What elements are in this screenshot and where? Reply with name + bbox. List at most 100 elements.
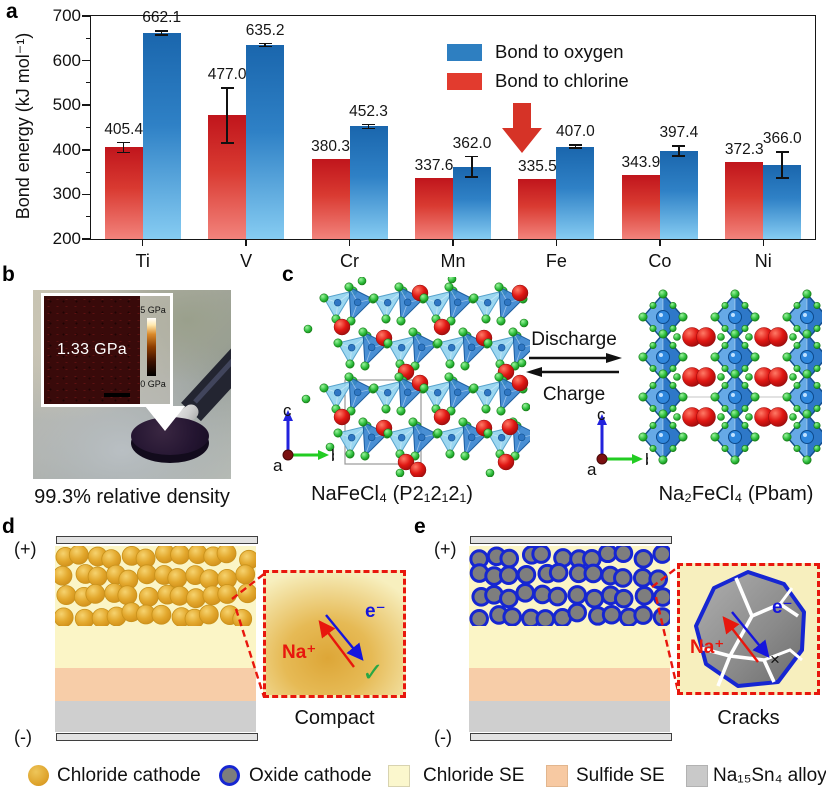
fe-atom-icon [333,388,342,397]
cl-atom-icon [481,314,491,324]
oxide-particle-icon [652,587,670,607]
oxide-particle-icon [652,546,670,564]
oxide-particle-icon [652,607,670,626]
x-tick-Cr [348,239,351,246]
cl-atom-icon [319,383,329,393]
cl-atom-icon [813,405,821,413]
cl-atom-icon [741,301,749,309]
cl-atom-icon [678,312,688,322]
a-axis-dot-icon [596,453,608,465]
oxide-particle-icon [648,569,669,589]
fe-atom-icon [728,350,742,364]
na-atom-icon [433,408,451,426]
value-label-Ni-chlorine: 372.3 [724,141,764,159]
cl-atom-icon [745,413,753,421]
cl-atom-icon [813,365,821,373]
positive-terminal-label: (+) [434,539,457,559]
na2fecl4-caption: Na₂FeCl₄ (Pbam) [658,483,814,505]
cl-atom-icon [721,405,729,413]
y-tick-label-200: 200 [52,229,81,248]
x-tick-Ni [762,239,765,246]
cl-atom-icon [396,406,406,416]
cl-atom-icon [710,432,720,442]
cl-atom-icon [383,428,393,438]
cl-atom-icon [469,383,479,393]
na-atom-icon [333,408,351,426]
oxide-particle-icon [613,588,634,609]
y-tick-label-300: 300 [52,184,81,204]
cl-atom-icon [649,382,657,390]
cl-atom-icon [408,327,418,337]
oxide-particle-icon [613,568,633,588]
cl-atom-icon [782,432,792,442]
cl-atom-icon [638,432,648,442]
cl-atom-icon [813,422,821,430]
legend-label-chloride-se: Chloride SE [423,765,525,786]
cl-atom-icon [750,392,760,402]
cl-atom-icon [789,333,797,341]
panel-d-caption: Compact [294,707,375,729]
bar-Mn-oxygen [452,166,491,239]
na-atom-icon [397,453,415,471]
na-atom-icon [409,461,427,477]
cl-atom-icon [730,455,740,465]
panel-a-label: a [6,0,18,23]
panel-d-label: d [2,515,15,538]
x-category-label-Co: Co [648,251,672,271]
cl-atom-icon [649,445,657,453]
cl-atom-icon [483,338,493,348]
panel-c-label: c [282,263,294,286]
cl-atom-icon [717,413,725,421]
cl-atom-icon [721,422,729,430]
cl-atom-icon [494,282,504,292]
figure-legend: Chloride cathode Oxide cathode Chloride … [0,758,826,793]
zoom-connector-lines [231,573,266,698]
cl-atom-icon [638,312,648,322]
y-minor-tick [85,37,91,39]
chloride-cathode-particles [55,546,256,626]
y-tick-label-700: 700 [52,6,81,25]
fe-atom-icon [800,390,814,404]
bar-group-Fe: 335.5 407.0 Fe [502,16,608,271]
plot-area: 405.4 662.1 Ti 477.0 635.2 V 380.3 452.3 Cr 337.6… [53,6,816,271]
fe-atom-icon [453,298,462,307]
cl-atom-icon [345,359,355,369]
fe-atom-icon [517,343,526,352]
cl-atom-icon [396,316,406,326]
error-bar-Ti-chlorine [117,141,131,154]
fe-atom-icon [333,298,342,307]
fe-atom-icon [467,433,476,442]
y-tick-label-400: 400 [52,139,81,159]
bar-Co-chlorine [621,174,660,239]
value-label-Ni-oxygen: 366.0 [762,130,802,148]
fe-atom-icon [800,430,814,444]
alloy-swatch-icon [686,765,708,787]
legend-label-oxygen: Bond to oxygen [495,41,624,62]
cl-atom-icon [638,352,648,362]
cl-atom-icon [721,324,729,332]
fecl6-octahedron-icon [643,414,663,460]
chloride-particle-icon [55,607,74,626]
y-tick-500 [82,104,91,106]
cl-atom-icon [658,455,668,465]
y-tick-600 [82,59,91,62]
chloride-se-swatch-icon [388,765,410,787]
bar-group-Co: 343.9 397.4 Co [608,16,711,271]
fe-atom-icon [728,310,742,324]
chloride-particle-icon [198,604,219,625]
cl-atom-icon [419,383,429,393]
fe-atom-icon [383,388,392,397]
cl-atom-icon [717,333,725,341]
fe-atom-icon [433,298,442,307]
cl-atom-icon [793,382,801,390]
chart-legend: Bond to oxygen Bond to chlorine [447,41,629,99]
value-label-Mn-oxygen: 362.0 [452,134,492,152]
y-tick-400 [82,149,91,151]
cl-atom-icon [802,329,812,339]
sulfide-se-swatch-icon [546,765,568,787]
panel-b-pellet-photo: b 1.33 GPa 5 GPa 0 GPa 99.3% relative de… [0,263,268,515]
oxide-particle-icon [548,562,569,583]
y-tick-label-500: 500 [52,95,81,115]
cl-atom-icon [649,405,657,413]
bar-group-V: 477.0 635.2 V [194,16,297,271]
